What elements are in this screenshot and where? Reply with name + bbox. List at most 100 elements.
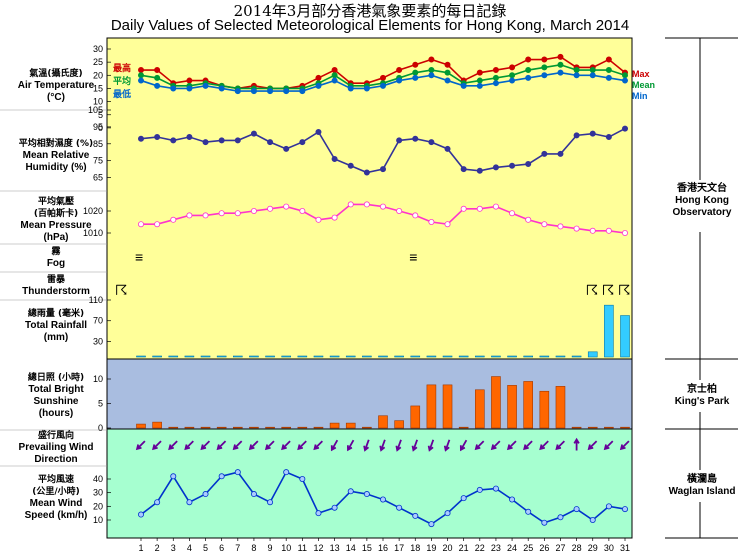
- rain-bar-1: [136, 355, 146, 358]
- wind-arrow-8: [248, 440, 259, 451]
- x-tick-label-5: 5: [203, 543, 208, 553]
- x-tick-label-14: 14: [346, 543, 356, 553]
- wind-speed-point-21: [460, 495, 467, 502]
- wind-speed-point-7: [234, 469, 241, 476]
- temp-max-point-25: [525, 56, 532, 63]
- thunder-symbol-3: ☈: [618, 282, 631, 298]
- rain-bar-22: [474, 355, 485, 358]
- wind-arrow-shaft-3: [168, 440, 178, 450]
- pressure-point-30: [605, 227, 612, 234]
- legend-min-en: Min: [632, 91, 648, 101]
- temp-min-point-13: [331, 77, 338, 84]
- pressure-point-3: [170, 216, 177, 223]
- sunshine-bar-20: [442, 384, 453, 429]
- pressure-point-1: [137, 221, 144, 228]
- wind-arrow-shaft-2: [152, 440, 162, 450]
- fog-symbol-1: ≡: [409, 249, 417, 265]
- temp-mean-point-19: [428, 67, 435, 74]
- pressure-label-zh: 平均氣壓: [37, 197, 74, 207]
- temp-min-point-5: [202, 82, 209, 89]
- temp-mean-point-23: [492, 74, 499, 81]
- rain-bar-4: [184, 355, 195, 358]
- wind-speed-point-23: [492, 485, 499, 492]
- wind-speed-point-19: [428, 521, 435, 528]
- rain-bar-12: [313, 355, 324, 358]
- pressure-label-zh2: (百帕斯卡): [33, 209, 79, 219]
- pressure-point-12: [315, 216, 322, 223]
- rainfall-label: 總雨量 (毫米) Total Rainfall (mm): [2, 308, 110, 344]
- temp-min-point-18: [412, 74, 419, 81]
- wind-arrow-head-5: [200, 444, 207, 451]
- wind-arrow-shaft-29: [588, 440, 598, 450]
- temp-min-point-27: [557, 69, 564, 76]
- pressure-point-18: [412, 212, 419, 219]
- humidity-point-26: [541, 150, 548, 157]
- rainfall-label-en: Total Rainfall: [24, 320, 88, 331]
- legend-max-en: Max: [632, 69, 650, 79]
- humidity-point-1: [137, 135, 144, 142]
- station-hko-zh: 香港天文台: [677, 183, 727, 194]
- pressure-point-9: [267, 205, 274, 212]
- x-tick-label-2: 2: [155, 543, 160, 553]
- wind-arrow-26: [539, 440, 549, 451]
- rain-bar-6: [216, 355, 227, 358]
- sunshine-bar-2: [152, 421, 162, 429]
- wind-arrow-14: [347, 439, 355, 452]
- fog-label-zh: 霧: [51, 247, 61, 257]
- pressure-point-27: [557, 223, 564, 230]
- pressure-point-29: [589, 227, 596, 234]
- x-tick-label-3: 3: [171, 543, 176, 553]
- wind-arrow-head-23: [490, 444, 497, 451]
- sunshine-label: 總日照 (小時) Total Bright Sunshine (hours): [2, 372, 110, 420]
- temp-mean-point-25: [525, 67, 532, 74]
- wind-arrow-22: [474, 440, 485, 451]
- temp-max-point-16: [379, 74, 386, 81]
- x-tick-label-8: 8: [251, 543, 256, 553]
- temp-axis-tick-label-3: 15: [93, 83, 103, 93]
- wind-arrow-head-15: [363, 445, 370, 452]
- temp-min-point-11: [299, 88, 306, 95]
- humidity-axis-tick-label-0: 105: [88, 105, 103, 115]
- temp-mean-point-20: [444, 69, 451, 76]
- chart-title-zh: 2014年3月部分香港氣象要素的每日記錄: [233, 2, 507, 20]
- rain-bar-28: [571, 355, 582, 358]
- pressure-point-8: [250, 207, 257, 214]
- temp-mean-point-22: [476, 77, 483, 84]
- humidity-point-23: [492, 164, 499, 171]
- wind-arrow-head-16: [379, 445, 386, 452]
- pressure-point-22: [476, 205, 483, 212]
- pressure-point-25: [525, 216, 532, 223]
- x-tick-label-23: 23: [491, 543, 501, 553]
- humidity-point-3: [170, 137, 177, 144]
- rain-bar-16: [378, 355, 388, 358]
- humidity-point-9: [267, 139, 274, 146]
- humidity-axis-tick-label-2: 85: [93, 139, 103, 149]
- sunshine-bar-22: [474, 389, 485, 429]
- temp-mean-point-26: [541, 64, 548, 71]
- temp-min-point-4: [186, 85, 193, 92]
- sunshine-bar-26: [539, 390, 550, 429]
- wind-speed-point-26: [541, 519, 548, 526]
- rain-bar-25: [523, 355, 534, 358]
- air-temperature-label-zh: 氣溫(攝氏度): [29, 69, 83, 79]
- rain-bar-14: [345, 355, 356, 358]
- fog-symbol-0: ≡: [135, 249, 143, 265]
- wind-arrow-shaft-5: [201, 440, 211, 450]
- temp-min-point-28: [573, 72, 580, 79]
- wind-arrow-shaft-26: [539, 440, 549, 450]
- humidity-point-4: [186, 134, 193, 141]
- wind-speed-point-2: [154, 499, 161, 506]
- wind-arrow-23: [490, 440, 501, 451]
- station-kp-en: King's Park: [674, 396, 730, 407]
- wind-speed-point-9: [267, 499, 274, 506]
- temp-max-point-18: [412, 61, 419, 68]
- rain-bar-10: [281, 355, 292, 358]
- pressure-point-24: [509, 210, 516, 217]
- wind-arrow-shaft-23: [491, 440, 501, 450]
- wind-speed-point-18: [412, 512, 419, 519]
- temp-min-point-6: [218, 85, 225, 92]
- sunshine-bar-16: [378, 415, 388, 429]
- x-tick-label-16: 16: [378, 543, 388, 553]
- rain-bar-3: [168, 355, 179, 358]
